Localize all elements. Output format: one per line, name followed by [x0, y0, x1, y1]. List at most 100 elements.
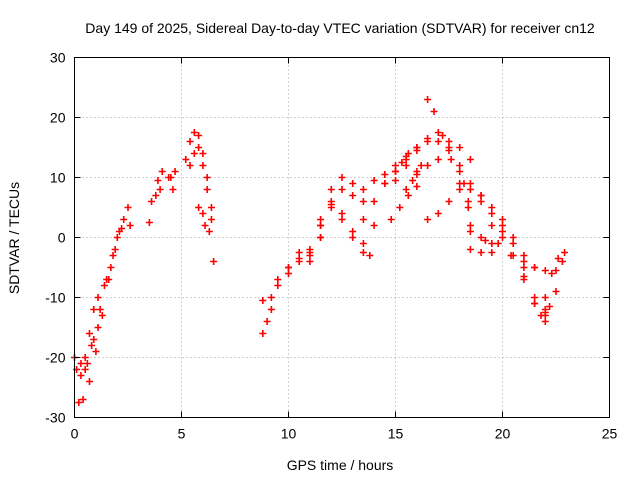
- x-axis-label: GPS time / hours: [287, 457, 394, 473]
- data-point: [466, 228, 474, 235]
- data-point: [402, 186, 410, 193]
- data-point: [327, 186, 335, 193]
- data-point: [561, 249, 569, 256]
- data-point: [263, 318, 271, 325]
- data-point: [88, 342, 96, 349]
- data-point: [359, 186, 367, 193]
- y-tick-label: 10: [50, 170, 66, 186]
- data-point: [285, 264, 292, 271]
- data-point: [366, 252, 374, 259]
- data-point: [207, 216, 215, 223]
- data-point: [417, 162, 425, 169]
- series-arc-27: [466, 246, 496, 256]
- data-point: [317, 234, 325, 241]
- data-point: [259, 330, 267, 337]
- y-tick-label: 20: [50, 110, 66, 126]
- data-point: [370, 222, 378, 229]
- data-point: [392, 162, 399, 169]
- data-point: [274, 276, 282, 283]
- series-arc-32: [541, 249, 569, 301]
- data-point: [488, 240, 496, 247]
- data-point: [402, 162, 410, 169]
- data-point: [424, 96, 432, 103]
- data-point: [274, 282, 282, 289]
- data-point: [558, 258, 566, 265]
- data-point: [338, 186, 346, 193]
- x-tick-label: 20: [495, 426, 511, 442]
- data-point: [520, 258, 528, 265]
- data-point: [94, 294, 102, 301]
- data-point: [90, 336, 98, 343]
- data-point: [182, 156, 190, 163]
- x-tick-label: 10: [281, 426, 297, 442]
- series-arc-26: [460, 180, 474, 229]
- data-point: [402, 156, 410, 163]
- data-point: [460, 180, 468, 187]
- data-point: [75, 399, 83, 406]
- data-point: [201, 222, 209, 229]
- data-point: [456, 186, 464, 193]
- data-point: [430, 108, 438, 115]
- data-point: [338, 216, 346, 223]
- data-point: [167, 174, 175, 181]
- data-point: [259, 297, 267, 304]
- series-arc-09: [182, 129, 215, 211]
- data-point: [392, 168, 399, 175]
- data-point: [195, 132, 203, 139]
- data-point: [100, 282, 108, 289]
- series-arc-12: [259, 306, 275, 337]
- data-point: [171, 168, 179, 175]
- series-arc-20: [381, 129, 474, 235]
- data-point: [488, 204, 496, 211]
- series-arc-01: [71, 225, 126, 379]
- chart-title: Day 149 of 2025, Sidereal Day-to-day VTE…: [85, 20, 595, 36]
- data-point: [541, 267, 549, 274]
- data-point: [488, 249, 496, 256]
- data-point: [507, 252, 515, 259]
- series-arc-07: [154, 168, 173, 184]
- data-point: [396, 204, 404, 211]
- series-arc-13: [259, 222, 325, 304]
- data-point: [381, 171, 389, 178]
- series-arc-22: [402, 162, 425, 193]
- series-arc-16: [306, 198, 374, 265]
- data-point: [94, 324, 102, 331]
- data-point: [186, 138, 194, 145]
- data-point: [169, 186, 177, 193]
- series-arc-33: [537, 303, 554, 319]
- data-point: [111, 246, 119, 253]
- series-arc-30: [481, 237, 549, 325]
- data-point: [98, 312, 106, 319]
- data-point: [317, 216, 325, 223]
- series-arc-08: [167, 168, 179, 193]
- data-point: [531, 294, 539, 301]
- data-point: [409, 177, 417, 184]
- data-point: [434, 138, 442, 145]
- data-point: [199, 162, 207, 169]
- y-tick-label: -30: [45, 410, 65, 426]
- data-point: [445, 147, 453, 154]
- data-point: [464, 198, 472, 205]
- data-point: [338, 174, 346, 181]
- data-point: [424, 216, 432, 223]
- x-tick-label: 25: [602, 426, 618, 442]
- data-point: [359, 240, 367, 247]
- data-point: [546, 303, 554, 310]
- series-arc-21: [392, 144, 421, 184]
- data-point: [370, 198, 378, 205]
- data-point: [267, 294, 275, 301]
- data-point: [477, 234, 485, 241]
- data-point: [477, 249, 485, 256]
- data-point: [85, 330, 93, 337]
- data-point: [124, 204, 132, 211]
- grid-layer: [74, 57, 610, 418]
- data-point: [120, 216, 128, 223]
- y-tick-label: -10: [45, 290, 65, 306]
- data-point: [541, 309, 549, 316]
- data-point: [404, 192, 412, 199]
- data-point: [531, 264, 539, 271]
- data-point: [359, 249, 367, 256]
- data-point: [413, 183, 421, 190]
- data-point: [190, 150, 198, 157]
